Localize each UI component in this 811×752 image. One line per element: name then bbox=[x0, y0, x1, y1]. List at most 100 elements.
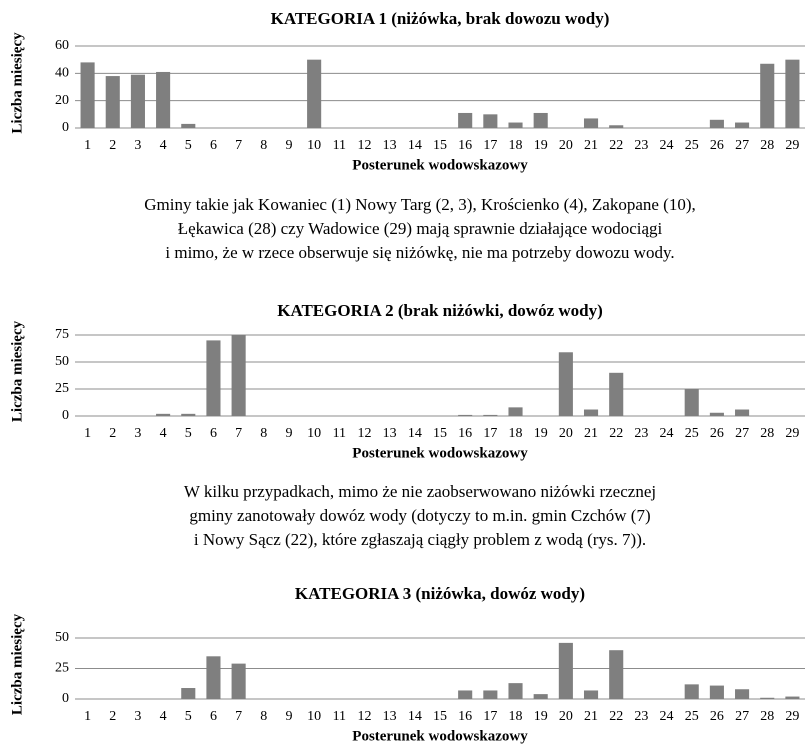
x-tick-label: 10 bbox=[307, 709, 321, 724]
bar bbox=[558, 642, 573, 699]
x-tick-label: 8 bbox=[260, 138, 267, 153]
caption-line: Łękawica (28) czy Wadowice (29) mają spr… bbox=[178, 219, 663, 238]
x-tick-label: 17 bbox=[483, 709, 497, 724]
x-tick-label: 9 bbox=[285, 426, 292, 441]
x-tick-label: 1 bbox=[84, 709, 91, 724]
x-tick-label: 27 bbox=[735, 426, 749, 441]
x-tick-label: 9 bbox=[285, 138, 292, 153]
x-tick-label: 20 bbox=[559, 426, 573, 441]
bar bbox=[609, 125, 624, 128]
x-tick-label: 14 bbox=[408, 138, 422, 153]
x-tick-label: 22 bbox=[609, 138, 623, 153]
bar bbox=[231, 663, 246, 699]
x-tick-label: 5 bbox=[185, 709, 192, 724]
x-tick-label: 16 bbox=[458, 426, 472, 441]
bar bbox=[156, 413, 171, 416]
x-tick-label: 1 bbox=[84, 426, 91, 441]
x-tick-label: 7 bbox=[235, 709, 242, 724]
x-tick-label: 6 bbox=[210, 138, 217, 153]
x-tick-label: 25 bbox=[685, 426, 699, 441]
bar bbox=[760, 697, 775, 699]
caption-line: gminy zanotowały dowóz wody (dotyczy to … bbox=[189, 506, 650, 525]
bar bbox=[206, 656, 221, 699]
y-tick-label: 50 bbox=[55, 630, 69, 645]
bar bbox=[533, 112, 548, 128]
x-tick-label: 21 bbox=[584, 709, 598, 724]
x-tick-label: 23 bbox=[634, 426, 648, 441]
y-tick-label: 0 bbox=[62, 691, 69, 706]
x-tick-label: 20 bbox=[559, 709, 573, 724]
x-tick-label: 19 bbox=[534, 709, 548, 724]
x-tick-label: 3 bbox=[134, 426, 141, 441]
x-tick-label: 14 bbox=[408, 709, 422, 724]
y-axis-label: Liczba miesięcy bbox=[9, 320, 25, 422]
y-tick-label: 25 bbox=[55, 381, 69, 396]
bar bbox=[156, 71, 171, 128]
x-tick-label: 18 bbox=[509, 138, 523, 153]
x-tick-label: 6 bbox=[210, 426, 217, 441]
bar bbox=[709, 119, 724, 128]
bar bbox=[609, 650, 624, 699]
bar bbox=[181, 688, 196, 699]
x-tick-label: 10 bbox=[307, 426, 321, 441]
bar bbox=[583, 409, 599, 416]
x-axis-label: Posterunek wodowskazowy bbox=[352, 445, 528, 461]
bar bbox=[735, 122, 750, 128]
y-tick-label: 75 bbox=[55, 327, 69, 342]
bar bbox=[181, 413, 196, 416]
caption-line: i mimo, że w rzece obserwuje się niżówkę… bbox=[165, 243, 674, 262]
bar bbox=[709, 412, 724, 416]
x-tick-label: 29 bbox=[785, 426, 799, 441]
bar bbox=[508, 683, 523, 699]
x-tick-label: 24 bbox=[660, 426, 674, 441]
x-tick-label: 7 bbox=[235, 138, 242, 153]
y-tick-label: 40 bbox=[55, 66, 69, 81]
bar bbox=[483, 414, 498, 416]
x-tick-label: 12 bbox=[357, 426, 371, 441]
x-tick-label: 1 bbox=[84, 138, 91, 153]
bar bbox=[231, 335, 246, 416]
x-tick-label: 7 bbox=[235, 426, 242, 441]
x-tick-label: 2 bbox=[109, 426, 116, 441]
x-tick-label: 25 bbox=[685, 709, 699, 724]
y-tick-label: 50 bbox=[55, 354, 69, 369]
bar bbox=[684, 389, 699, 416]
x-tick-label: 3 bbox=[134, 138, 141, 153]
bar bbox=[181, 123, 196, 128]
x-tick-label: 4 bbox=[160, 426, 167, 441]
bar bbox=[709, 685, 724, 699]
bar bbox=[583, 690, 599, 699]
x-tick-label: 5 bbox=[185, 138, 192, 153]
bar bbox=[483, 690, 498, 699]
bar bbox=[130, 74, 145, 128]
x-tick-label: 19 bbox=[534, 426, 548, 441]
chart-title: KATEGORIA 2 (brak niżówki, dowóz wody) bbox=[277, 301, 603, 320]
x-tick-label: 12 bbox=[357, 709, 371, 724]
x-tick-label: 14 bbox=[408, 426, 422, 441]
caption-line: W kilku przypadkach, mimo że nie zaobser… bbox=[184, 482, 656, 501]
x-tick-label: 19 bbox=[534, 138, 548, 153]
x-tick-label: 22 bbox=[609, 426, 623, 441]
x-tick-label: 24 bbox=[660, 709, 674, 724]
bar bbox=[458, 112, 473, 128]
x-tick-label: 2 bbox=[109, 709, 116, 724]
bar bbox=[80, 62, 95, 128]
x-axis-label: Posterunek wodowskazowy bbox=[352, 728, 528, 744]
x-tick-label: 28 bbox=[760, 709, 774, 724]
bar bbox=[785, 59, 800, 128]
x-tick-label: 11 bbox=[333, 426, 346, 441]
x-tick-label: 12 bbox=[357, 138, 371, 153]
bar bbox=[558, 352, 573, 416]
x-tick-label: 29 bbox=[785, 138, 799, 153]
bar bbox=[583, 118, 599, 128]
x-tick-label: 13 bbox=[383, 426, 397, 441]
x-tick-label: 8 bbox=[260, 426, 267, 441]
bar bbox=[458, 414, 473, 416]
x-tick-label: 18 bbox=[509, 709, 523, 724]
bar bbox=[609, 372, 624, 416]
bar bbox=[760, 63, 775, 129]
x-tick-label: 22 bbox=[609, 709, 623, 724]
y-tick-label: 25 bbox=[55, 661, 69, 676]
bar bbox=[785, 696, 800, 699]
